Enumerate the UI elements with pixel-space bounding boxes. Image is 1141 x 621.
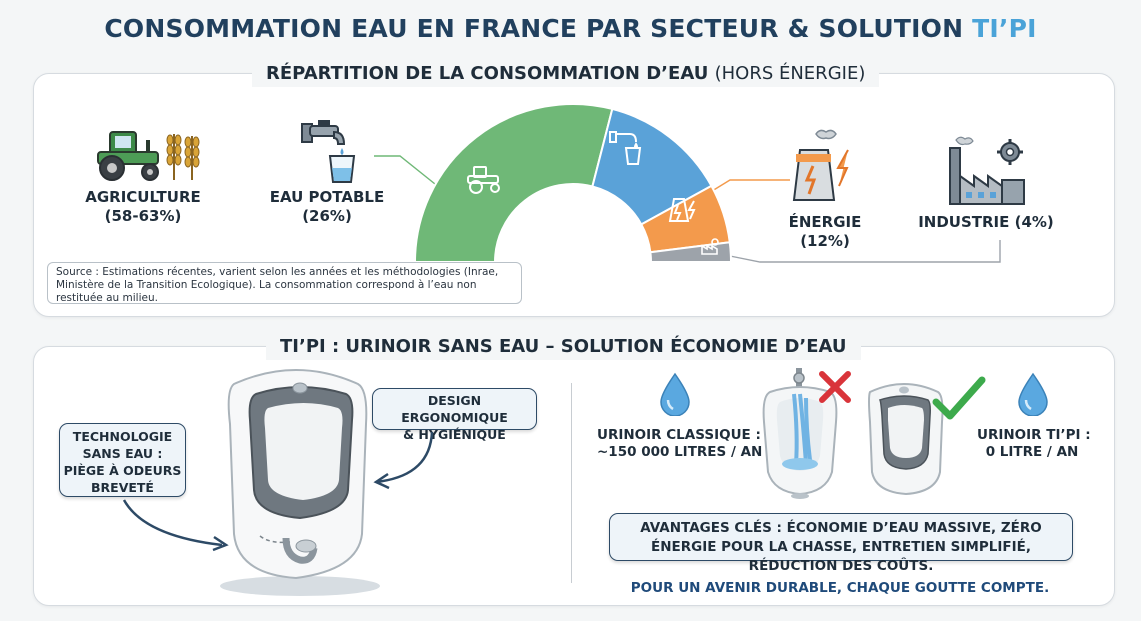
source-note: Source : Estimations récentes, varient s… xyxy=(47,262,522,304)
classic-urinal-icon xyxy=(762,368,851,499)
sector-energy-name: ÉNERGIE xyxy=(788,213,862,231)
callout-design-line1: DESIGN ERGONOMIQUE xyxy=(401,393,508,425)
callout-tech-line4: BREVETÉ xyxy=(91,480,154,495)
repartition-heading: RÉPARTITION DE LA CONSOMMATION D’EAU (HO… xyxy=(252,61,880,87)
panel-divider xyxy=(571,383,572,583)
callout-design-line2: & HYGIÉNIQUE xyxy=(403,427,506,442)
classic-urinal-label: URINOIR CLASSIQUE : ~150 000 LITRES / AN xyxy=(597,427,763,461)
page-title-main: CONSOMMATION EAU EN FRANCE PAR SECTEUR &… xyxy=(104,14,964,43)
segment-industry xyxy=(649,241,733,263)
callout-waterless-technology: TECHNOLOGIE SANS EAU : PIÈGE À ODEURS BR… xyxy=(59,423,186,497)
sector-agriculture-name: AGRICULTURE xyxy=(85,188,201,206)
arrow-design-to-urinal xyxy=(375,431,434,484)
segment-agriculture xyxy=(413,103,614,263)
water-drop-icon xyxy=(660,372,690,416)
segment-faucet-icon xyxy=(609,131,642,165)
sector-drinking-water: EAU POTABLE (26%) xyxy=(262,188,392,226)
segment-tractor-icon xyxy=(467,166,500,194)
tipi-urinal-line1: URINOIR TI’PI : xyxy=(977,427,1091,443)
classic-urinal-line1: URINOIR CLASSIQUE : xyxy=(597,427,761,443)
tipi-urinal-line2: 0 LITRE / AN xyxy=(985,444,1079,460)
tipi-heading: TI’PI : URINOIR SANS EAU – SOLUTION ÉCON… xyxy=(266,334,861,360)
page-title-brand: TI’PI xyxy=(972,14,1037,43)
sector-industry-name: INDUSTRIE (4%) xyxy=(918,213,1054,231)
tipi-urinal-illustration xyxy=(220,369,380,596)
callout-tech-line1: TECHNOLOGIE xyxy=(72,429,173,444)
key-advantages-box: AVANTAGES CLÉS : ÉCONOMIE D’EAU MASSIVE,… xyxy=(609,513,1073,574)
power-plant-icon xyxy=(792,129,849,201)
faucet-icon xyxy=(301,120,356,183)
callout-tech-line3: PIÈGE À ODEURS xyxy=(63,463,182,478)
sector-drinking-water-share: (26%) xyxy=(302,207,352,225)
arrow-tech-to-urinal xyxy=(122,499,223,547)
sector-drinking-water-name: EAU POTABLE xyxy=(269,188,385,206)
callout-tech-line2: SANS EAU : xyxy=(82,446,163,461)
sector-energy-share: (12%) xyxy=(800,232,850,250)
tipi-urinal-label: URINOIR TI’PI : 0 LITRE / AN xyxy=(977,427,1091,461)
callout-ergonomic-design: DESIGN ERGONOMIQUE & HYGIÉNIQUE xyxy=(372,388,537,442)
sector-energy: ÉNERGIE (12%) xyxy=(780,213,870,251)
tipi-urinal-icon xyxy=(868,376,986,496)
water-drop-icon xyxy=(1018,372,1048,416)
factory-icon xyxy=(949,136,1025,205)
tractor-icon xyxy=(97,131,200,181)
repartition-heading-bold: RÉPARTITION DE LA CONSOMMATION D’EAU xyxy=(266,63,709,84)
sector-agriculture: AGRICULTURE (58-63%) xyxy=(78,188,208,226)
segment-industry-icon xyxy=(701,238,719,255)
footer-slogan: POUR UN AVENIR DURABLE, CHAQUE GOUTTE CO… xyxy=(630,580,1050,596)
sector-agriculture-share: (58-63%) xyxy=(104,207,182,225)
repartition-heading-light: (HORS ÉNERGIE) xyxy=(714,63,866,84)
sector-industry: INDUSTRIE (4%) xyxy=(918,213,1054,232)
classic-urinal-line2: ~150 000 LITRES / AN xyxy=(597,444,763,460)
page-title: CONSOMMATION EAU EN FRANCE PAR SECTEUR &… xyxy=(0,14,1141,43)
segment-energy-icon xyxy=(668,198,696,222)
